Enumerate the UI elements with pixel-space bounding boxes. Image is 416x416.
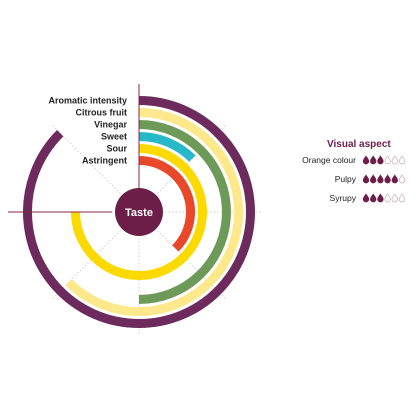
label-sour: Sour bbox=[106, 144, 127, 154]
drop-filled-icon bbox=[362, 155, 370, 165]
drop-filled-icon bbox=[377, 193, 384, 203]
drop-filled-icon bbox=[370, 174, 377, 184]
center-label: Taste bbox=[125, 207, 153, 219]
bar-sweet bbox=[138, 132, 196, 162]
drop-filled-icon bbox=[377, 174, 384, 184]
drop-filled-icon bbox=[370, 155, 377, 165]
label-vinegar: Vinegar bbox=[94, 120, 127, 130]
visual-aspect-label: Orange colour bbox=[302, 155, 356, 165]
bar-aromatic-intensity bbox=[23, 96, 256, 328]
bar-vinegar bbox=[138, 120, 231, 304]
drop-filled-icon bbox=[377, 155, 384, 165]
drop-empty-icon bbox=[391, 155, 398, 165]
visual-aspect-panel: Visual aspect Orange colour Pulpy Syrupy bbox=[302, 139, 406, 203]
category-labels: Aromatic intensity Citrous fruit Vinegar Sw… bbox=[48, 96, 127, 166]
visual-aspect-rows: Orange colour Pulpy Syrupy bbox=[302, 155, 406, 203]
drop-filled-icon bbox=[384, 174, 391, 184]
center-circle bbox=[115, 188, 163, 236]
drop-empty-icon bbox=[384, 155, 391, 165]
label-astringent: Astringent bbox=[82, 156, 127, 166]
drop-empty-icon bbox=[398, 193, 406, 203]
visual-aspect-label: Syrupy bbox=[330, 193, 357, 203]
drop-empty-icon bbox=[384, 193, 391, 203]
drop-filled-icon bbox=[362, 174, 370, 184]
drop-filled-icon bbox=[370, 193, 377, 203]
drop-empty-icon bbox=[398, 174, 406, 184]
label-sweet: Sweet bbox=[101, 132, 127, 142]
drop-filled-icon bbox=[391, 174, 398, 184]
visual-aspect-title: Visual aspect bbox=[327, 139, 391, 150]
drop-empty-icon bbox=[398, 155, 406, 165]
bar-astringent bbox=[138, 156, 196, 252]
visual-aspect-label: Pulpy bbox=[335, 174, 357, 184]
bar-sour bbox=[71, 144, 207, 280]
drop-filled-icon bbox=[362, 193, 370, 203]
radial-bars bbox=[23, 96, 256, 328]
drop-empty-icon bbox=[391, 193, 398, 203]
bar-citrous-fruit bbox=[65, 108, 243, 316]
label-citrous-fruit: Citrous fruit bbox=[76, 108, 128, 118]
label-aromatic-intensity: Aromatic intensity bbox=[48, 96, 127, 106]
